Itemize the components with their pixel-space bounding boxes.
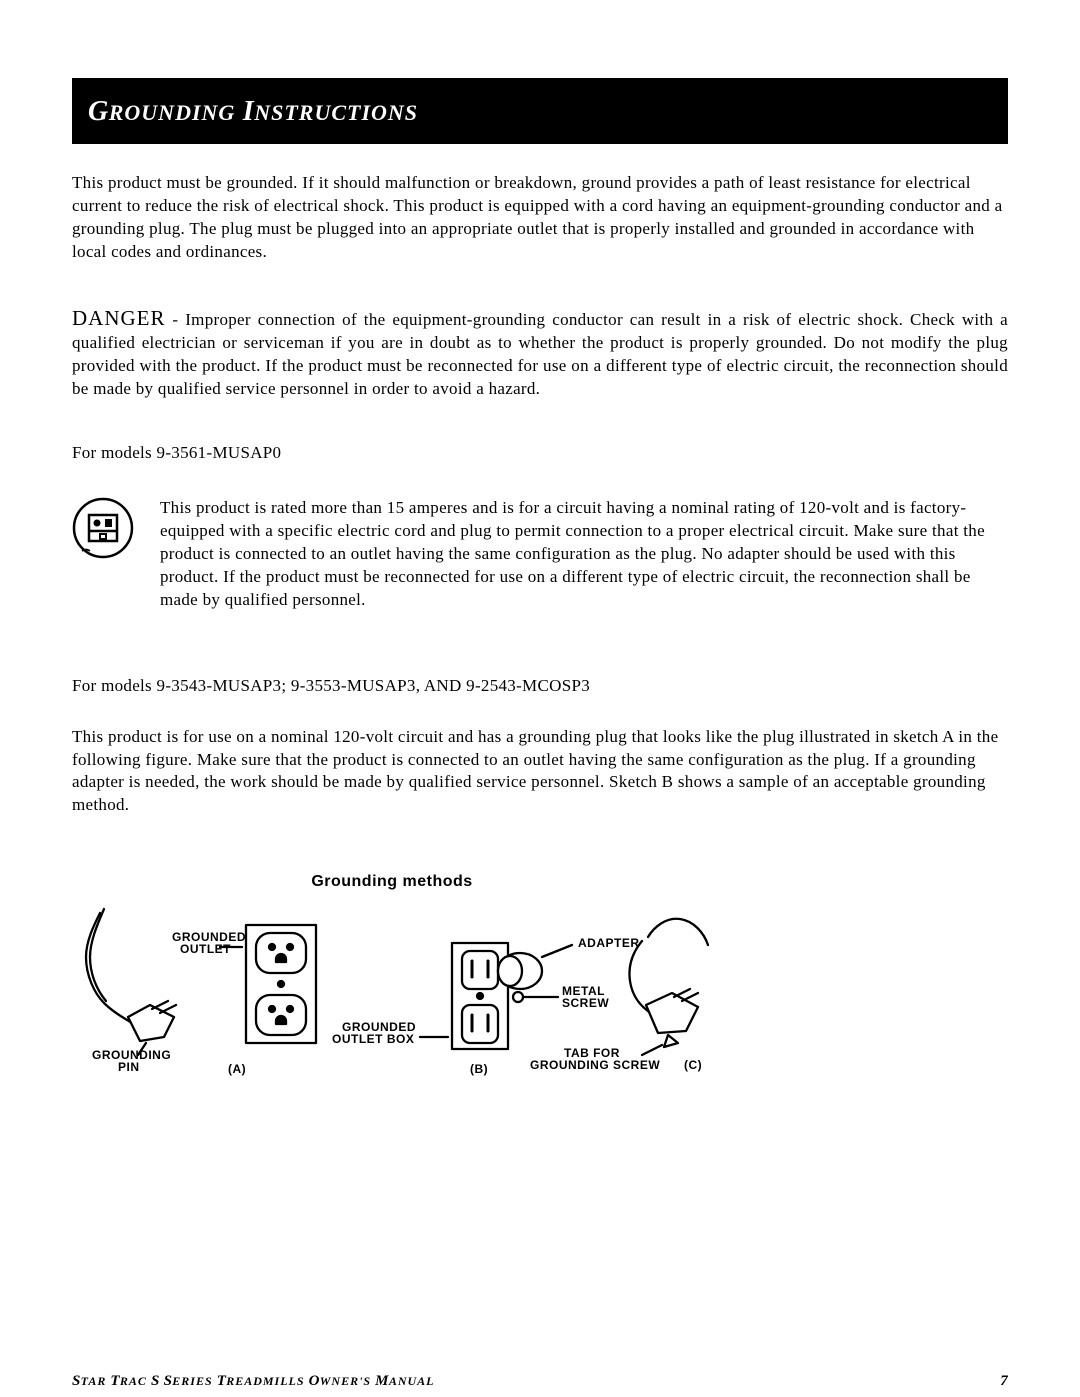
model-line-1: For models 9-3561-MUSAP0	[72, 443, 1008, 463]
footer-left: STAR TRAC S SERIES TREADMILLS OWNER'S MA…	[72, 1373, 434, 1391]
outlet-icon	[72, 497, 134, 559]
model1-row: This product is rated more than 15 amper…	[72, 497, 1008, 612]
svg-text:ADAPTER: ADAPTER	[578, 936, 640, 950]
model2-paragraph: This product is for use on a nominal 120…	[72, 726, 1008, 818]
svg-text:OUTLET: OUTLET	[180, 942, 231, 956]
intro-paragraph: This product must be grounded. If it sho…	[72, 172, 1008, 264]
grounding-figure: Grounding methods	[72, 873, 712, 1097]
svg-text:SCREW: SCREW	[562, 996, 609, 1010]
title-rest: ROUNDING	[109, 100, 236, 125]
svg-text:GROUNDING SCREW: GROUNDING SCREW	[530, 1058, 660, 1072]
svg-text:(C): (C)	[684, 1058, 702, 1072]
figure-title: Grounding methods	[72, 873, 712, 891]
title-cap2: I	[243, 96, 254, 127]
danger-label: DANGER	[72, 306, 166, 330]
danger-paragraph: DANGER - Improper connection of the equi…	[72, 304, 1008, 401]
model-line-2: For models 9-3543-MUSAP3; 9-3553-MUSAP3,…	[72, 676, 1008, 696]
page: GROUNDING INSTRUCTIONS This product must…	[0, 0, 1080, 1397]
page-number: 7	[1000, 1373, 1008, 1391]
section-title: GROUNDING INSTRUCTIONS	[88, 96, 418, 127]
section-title-bar: GROUNDING INSTRUCTIONS	[72, 78, 1008, 144]
svg-text:(A): (A)	[228, 1062, 246, 1076]
page-footer: STAR TRAC S SERIES TREADMILLS OWNER'S MA…	[72, 1373, 1008, 1391]
title-cap: G	[88, 96, 109, 127]
svg-text:OUTLET BOX: OUTLET BOX	[332, 1032, 414, 1046]
svg-text:PIN: PIN	[118, 1060, 140, 1074]
svg-text:(B): (B)	[470, 1062, 488, 1076]
title-rest2: NSTRUCTIONS	[254, 100, 418, 125]
grounding-diagram-svg: GROUNDED OUTLET GROUNDING PIN (A) GROUND…	[72, 897, 712, 1092]
model1-paragraph: This product is rated more than 15 amper…	[160, 497, 1008, 612]
danger-text: - Improper connection of the equipment-g…	[72, 310, 1008, 398]
